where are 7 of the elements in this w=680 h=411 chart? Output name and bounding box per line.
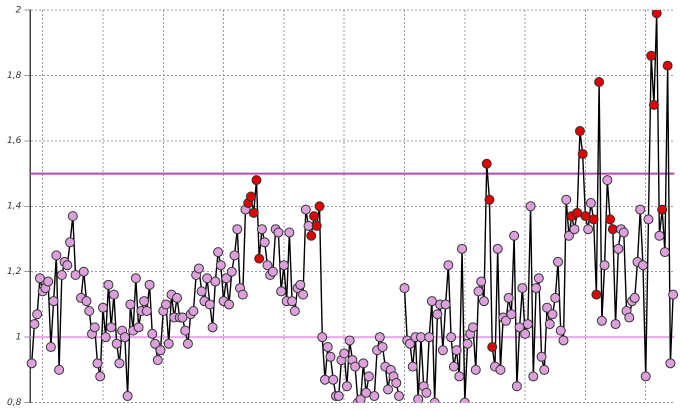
y-tick-label: 1,4 (6, 202, 22, 212)
y-tick-label: 2 (16, 5, 22, 16)
y-tick-label: 1,8 (6, 70, 22, 81)
y-tick-label: 1 (16, 332, 22, 343)
y-tick-label: 0,8 (6, 398, 22, 408)
y-tick-label: 1,6 (6, 136, 22, 146)
y-tick-label: 1,2 (6, 267, 22, 278)
